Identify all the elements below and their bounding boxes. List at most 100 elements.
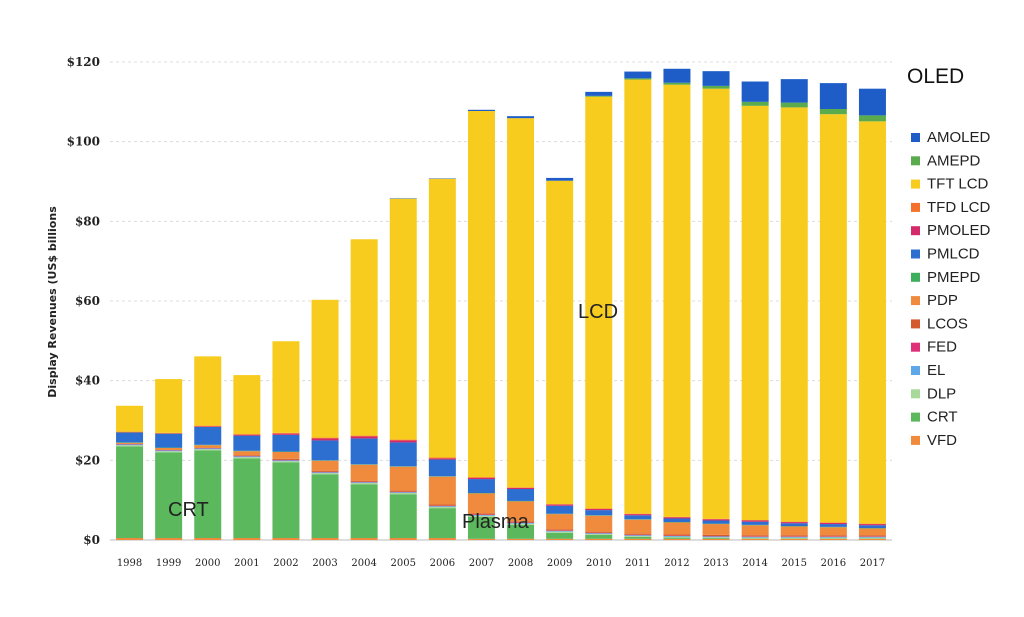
- bar-segment-vfd: [116, 538, 144, 540]
- bar-segment-amoled: [819, 83, 847, 110]
- bar-segment-pmlcd: [702, 520, 730, 524]
- bar-segment-pdp: [233, 451, 261, 456]
- y-tick-label: $120: [67, 55, 100, 69]
- legend-item: AMEPD: [911, 152, 981, 169]
- bar-segment-tfd-lcd: [350, 435, 378, 437]
- bar-segment-crt: [585, 534, 613, 539]
- bar-segment-vfd: [467, 538, 495, 540]
- bar-segment-el: [624, 535, 652, 537]
- bar-segment-el: [194, 448, 222, 450]
- bar-segment-el: [272, 460, 300, 462]
- bar-segment-vfd: [311, 538, 339, 540]
- bar-segment-tfd-lcd: [467, 477, 495, 478]
- bar-segment-pmlcd: [350, 438, 378, 465]
- bar-segment-dlp: [428, 506, 456, 509]
- x-tick-label: 2000: [195, 558, 220, 569]
- bar-segment-pmlcd: [858, 525, 886, 529]
- legend-swatch: [911, 272, 920, 282]
- x-tick-label: 2006: [430, 558, 455, 569]
- legend-swatch: [911, 249, 920, 259]
- bar-segment-tft-lcd: [155, 379, 183, 433]
- bar-segment-amoled: [546, 177, 574, 181]
- bar-segment-el: [467, 514, 495, 516]
- bar-segment-dlp: [507, 523, 535, 525]
- bar-segment-lcos: [663, 534, 691, 536]
- bar-segment-pmoled: [663, 517, 691, 519]
- y-axis: $0 $20 $40 $60 $80 $100 $120: [67, 55, 100, 547]
- bar-segment-dlp: [311, 473, 339, 475]
- bar-segment-el: [663, 536, 691, 537]
- bar-segment-pmoled: [546, 504, 574, 506]
- bar-segment-pmoled: [428, 458, 456, 460]
- bar-segment-el: [428, 506, 456, 507]
- x-axis: 1998 1999 2000 2001 2002 2003 2004 2005 2006 2007…: [117, 558, 885, 569]
- bar-segment-pmoled: [233, 434, 261, 436]
- bar-segment-tfd-lcd: [194, 425, 222, 427]
- bar-segment-dlp: [467, 515, 495, 517]
- x-tick-label: 2008: [508, 558, 533, 569]
- x-tick-label: 2010: [586, 558, 611, 569]
- bar-segment-amoled: [467, 109, 495, 111]
- bar-segment-amepd: [624, 78, 652, 80]
- bar-segment-pmoled: [624, 514, 652, 516]
- legend-swatch: [911, 179, 920, 189]
- y-tick-label: $80: [75, 214, 100, 228]
- bar-segment-vfd: [233, 538, 261, 540]
- bar-segment-tfd-lcd: [428, 457, 456, 459]
- bar-segment-tfd-lcd: [155, 432, 183, 434]
- bar-segment-crt: [428, 508, 456, 539]
- bar-segment-pmoled: [858, 524, 886, 526]
- bar-segment-crt: [507, 524, 535, 539]
- bar-segment-tfd-lcd: [311, 437, 339, 439]
- bar-segment-pdp: [507, 501, 535, 522]
- annotation-crt: CRT: [168, 499, 209, 521]
- bar-segment-pmlcd: [389, 442, 417, 467]
- legend-item: PDP: [911, 292, 958, 309]
- bar-segment-dlp: [116, 445, 144, 447]
- bar-segment-lcos: [585, 531, 613, 533]
- bar-segment-amoled: [507, 116, 535, 119]
- y-tick-label: $0: [83, 533, 100, 547]
- bar-segment-el: [155, 450, 183, 452]
- bar-segment-crt: [389, 494, 417, 539]
- bar-segment-pmlcd: [467, 479, 495, 493]
- bars: [116, 68, 886, 540]
- bar-segment-vfd: [858, 538, 886, 540]
- bar-segment-vfd: [428, 538, 456, 540]
- bar-segment-lcos: [272, 458, 300, 460]
- bar-segment-pdp: [350, 464, 378, 481]
- bar-segment-el: [233, 456, 261, 458]
- bar-segment-tft-lcd: [350, 239, 378, 436]
- bar-segment-pdp: [780, 526, 808, 536]
- bar-segment-tft-lcd: [858, 121, 886, 524]
- bar-segment-pmoled: [389, 440, 417, 443]
- x-tick-label: 2007: [469, 558, 494, 569]
- bar-segment-pdp: [624, 519, 652, 534]
- legend-item: TFD LCD: [911, 199, 991, 216]
- bar-segment-crt: [467, 516, 495, 539]
- legend-swatch: [911, 226, 920, 236]
- bar-segment-tft-lcd: [741, 105, 769, 521]
- bar-segment-pmlcd: [311, 440, 339, 461]
- x-tick-label: 2009: [547, 558, 572, 569]
- legend-swatch: [911, 133, 920, 142]
- bar-segment-tfd-lcd: [272, 432, 300, 434]
- bar-segment-tft-lcd: [467, 110, 495, 478]
- legend-swatch: [911, 319, 920, 329]
- bar-segment-dlp: [780, 537, 808, 539]
- legend-item: PMOLED: [911, 222, 991, 239]
- legend-item: TFT LCD: [911, 176, 989, 193]
- bar-segment-pdp: [663, 522, 691, 535]
- bar-segment-tfd-lcd: [116, 431, 144, 433]
- bar-segment-pdp: [272, 451, 300, 459]
- bar-segment-vfd: [272, 538, 300, 540]
- bar-segment-lcos: [428, 504, 456, 506]
- bar-segment-amepd: [741, 101, 769, 106]
- legend-item: EL: [911, 362, 945, 379]
- legend-label: PDP: [927, 292, 958, 309]
- bar-segment-lcos: [741, 535, 769, 537]
- bar-segment-tft-lcd: [585, 96, 613, 509]
- legend-label: PMLCD: [927, 246, 980, 263]
- bar-segment-amoled: [585, 91, 613, 96]
